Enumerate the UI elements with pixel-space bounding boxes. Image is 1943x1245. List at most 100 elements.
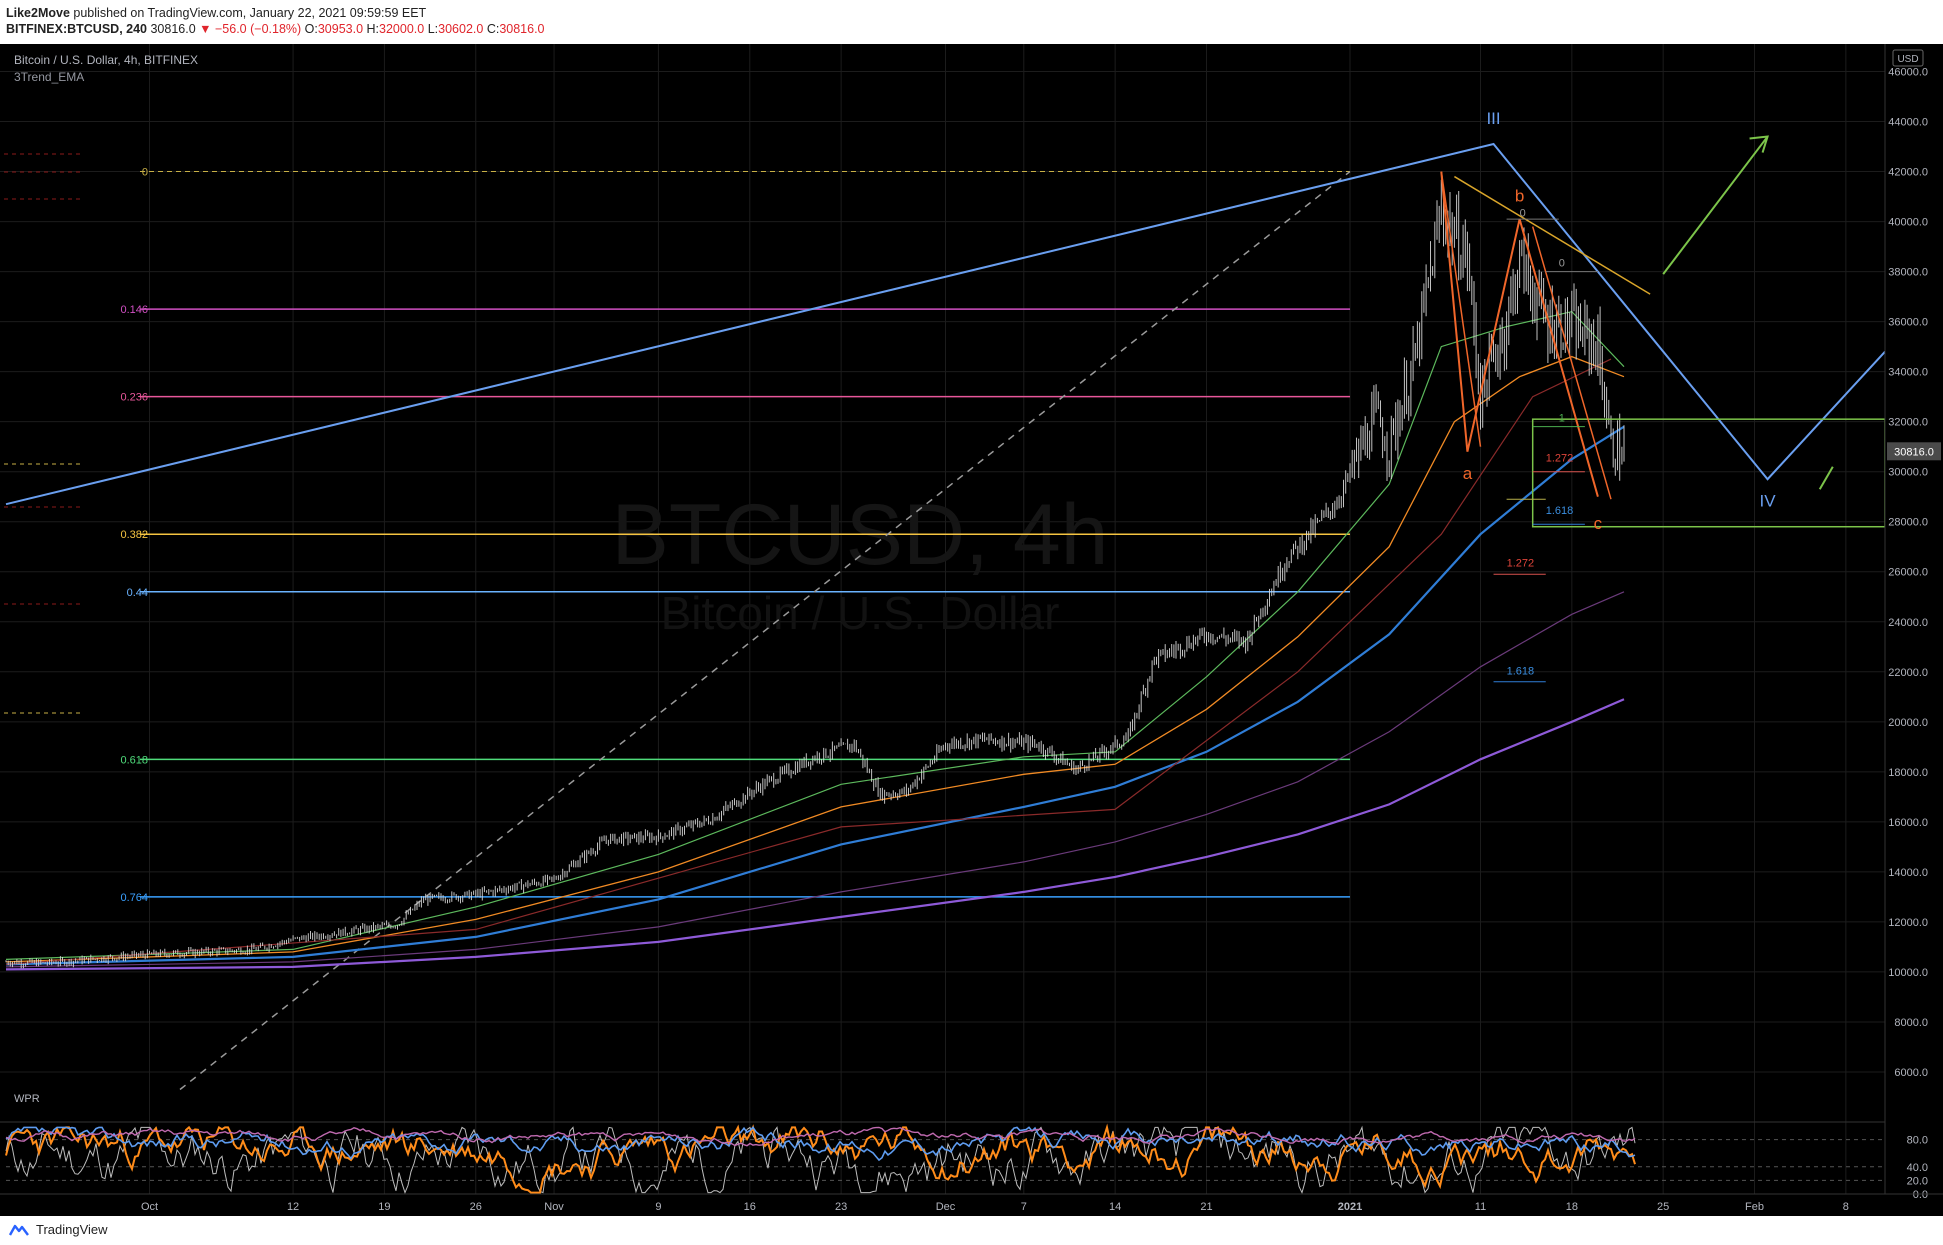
published-text: published on TradingView.com, January 22… bbox=[73, 6, 427, 20]
time-tick-label: 14 bbox=[1109, 1201, 1121, 1213]
fib-small-label: 1.272 bbox=[1507, 558, 1535, 570]
fib-small-label: 1.272 bbox=[1546, 453, 1574, 465]
close-label: C: bbox=[486, 22, 500, 36]
price-tick-label: 24000.0 bbox=[1888, 617, 1928, 629]
time-tick-label: 16 bbox=[744, 1201, 756, 1213]
ema-line bbox=[5, 591, 1625, 968]
footer: TradingView bbox=[0, 1216, 1943, 1245]
price-tick-label: 34000.0 bbox=[1888, 367, 1928, 379]
fib-level-label: 0.382 bbox=[120, 529, 148, 541]
ema-line bbox=[5, 698, 1625, 971]
price-tick-label: 12000.0 bbox=[1888, 917, 1928, 929]
wave-label-b: b bbox=[1515, 187, 1524, 206]
time-tick-label: 25 bbox=[1657, 1201, 1669, 1213]
price-tick-label: 18000.0 bbox=[1888, 767, 1928, 779]
tradingview-brand: TradingView bbox=[36, 1222, 108, 1237]
price-tick-label: 28000.0 bbox=[1888, 517, 1928, 529]
abc-wave-leg bbox=[1440, 171, 1482, 447]
price-tick-label: 44000.0 bbox=[1888, 117, 1928, 129]
legend-title: Bitcoin / U.S. Dollar, 4h, BITFINEX bbox=[14, 53, 198, 67]
time-tick-label: 9 bbox=[655, 1201, 661, 1213]
indicator-label: 3Trend_EMA bbox=[14, 70, 84, 84]
watermark: BTCUSD, 4h Bitcoin / U.S. Dollar bbox=[611, 487, 1108, 639]
last-price-tag bbox=[1887, 442, 1941, 461]
ema-line bbox=[5, 425, 1625, 966]
time-tick-label: Dec bbox=[936, 1201, 956, 1213]
chart-header: Like2Move published on TradingView.com, … bbox=[0, 0, 1943, 44]
time-tick-label: 2021 bbox=[1338, 1201, 1362, 1213]
wpr-raw-line bbox=[5, 1125, 1636, 1195]
time-tick-label: 12 bbox=[287, 1201, 299, 1213]
time-tick-label: Oct bbox=[141, 1201, 158, 1213]
high-value: 32000.0 bbox=[379, 22, 425, 36]
wave-label-a: a bbox=[1463, 464, 1473, 483]
price-tick-label: 14000.0 bbox=[1888, 867, 1928, 879]
price-change: ▼ −56.0 (−0.18%) bbox=[199, 22, 302, 36]
target-arrow bbox=[1662, 135, 1769, 275]
wpr-tick-label: 40.0 bbox=[1907, 1162, 1928, 1174]
fib-small-label: 0 bbox=[1559, 258, 1565, 270]
time-tick-label: 23 bbox=[835, 1201, 847, 1213]
fib-level-label: 0.44 bbox=[127, 587, 148, 599]
wave-labels: 0 0 1 1.272 1.618 1.272 1.618 III IV a b c bbox=[1463, 109, 1777, 677]
low-value: 30602.0 bbox=[438, 22, 484, 36]
wave-label-c: c bbox=[1594, 514, 1603, 533]
drawings bbox=[5, 135, 1886, 683]
axes: 46000.0 44000.0 42000.0 40000.0 38000.0 36000… bbox=[0, 44, 1943, 1213]
price-tick-label: 40000.0 bbox=[1888, 217, 1928, 229]
author-name[interactable]: Like2Move bbox=[6, 6, 70, 20]
watermark-symbol: BTCUSD, 4h bbox=[611, 487, 1108, 583]
ema-lines bbox=[5, 310, 1625, 971]
tradingview-logo-icon bbox=[8, 1224, 29, 1236]
watermark-description: Bitcoin / U.S. Dollar bbox=[661, 587, 1060, 639]
time-tick-label: 11 bbox=[1475, 1201, 1486, 1213]
price-tick-label: 32000.0 bbox=[1888, 417, 1928, 429]
time-tick-label: 26 bbox=[470, 1201, 482, 1213]
currency-badge bbox=[1892, 49, 1924, 67]
fib-level-label: 0.236 bbox=[120, 392, 148, 404]
publish-info: Like2Move published on TradingView.com, … bbox=[6, 6, 426, 20]
wave-label-iv: IV bbox=[1760, 492, 1777, 511]
ohlc-line: BITFINEX:BTCUSD, 240 30816.0 ▼ −56.0 (−0… bbox=[6, 22, 545, 36]
price-tick-label: 8000.0 bbox=[1894, 1017, 1928, 1029]
wpr-fast-line bbox=[5, 1123, 1636, 1194]
wave-label-iii: III bbox=[1486, 109, 1500, 128]
fib-level-label: 0 bbox=[142, 167, 148, 179]
price-tick-label: 30000.0 bbox=[1888, 467, 1928, 479]
time-tick-label: 21 bbox=[1200, 1201, 1212, 1213]
price-tick-label: 6000.0 bbox=[1894, 1067, 1928, 1079]
fib-level-label: 0.146 bbox=[120, 304, 148, 316]
symbol-label: BITFINEX:BTCUSD, 240 bbox=[6, 22, 147, 36]
high-label: H: bbox=[366, 22, 380, 36]
price-tick-label: 22000.0 bbox=[1888, 667, 1928, 679]
fib-small-label: 1.618 bbox=[1546, 505, 1574, 517]
abc-correction-wave bbox=[1440, 171, 1599, 497]
ema-line-red bbox=[5, 358, 1612, 965]
price-tick-label: 36000.0 bbox=[1888, 317, 1928, 329]
wpr-oscillator bbox=[5, 1123, 1885, 1195]
price-tick-label: 16000.0 bbox=[1888, 817, 1928, 829]
ema-line bbox=[5, 355, 1625, 963]
target-zone-box bbox=[1531, 418, 1886, 528]
chart-area[interactable]: BTCUSD, 4h Bitcoin / U.S. Dollar 0 0.146 0… bbox=[0, 44, 1943, 1216]
wpr-tick-label: 20.0 bbox=[1907, 1175, 1928, 1187]
time-tick-label: Nov bbox=[544, 1201, 564, 1213]
price-axis-bg bbox=[1885, 44, 1943, 1194]
target-arrow-small bbox=[1818, 466, 1834, 490]
fib-small-label: 0 bbox=[1520, 208, 1526, 220]
wpr-tick-label: 0.0 bbox=[1913, 1189, 1928, 1201]
wpr-mid-line bbox=[5, 1126, 1636, 1162]
tradingview-logo[interactable]: TradingView bbox=[8, 1222, 108, 1237]
wpr-tick-label: 80.0 bbox=[1907, 1135, 1928, 1147]
price-chart[interactable]: BTCUSD, 4h Bitcoin / U.S. Dollar 0 0.146 0… bbox=[0, 44, 1943, 1216]
time-tick-label: Feb bbox=[1745, 1201, 1764, 1213]
wpr-slow-line bbox=[5, 1126, 1636, 1147]
time-tick-label: 7 bbox=[1021, 1201, 1027, 1213]
time-tick-label: 19 bbox=[378, 1201, 390, 1213]
downtrend-line bbox=[1454, 175, 1651, 295]
open-value: 30953.0 bbox=[317, 22, 364, 36]
low-label: L: bbox=[427, 22, 439, 36]
last-price-tag-label: 30816.0 bbox=[1894, 446, 1934, 458]
wpr-label: WPR bbox=[14, 1093, 40, 1105]
fib-level-label: 0.764 bbox=[120, 892, 148, 904]
